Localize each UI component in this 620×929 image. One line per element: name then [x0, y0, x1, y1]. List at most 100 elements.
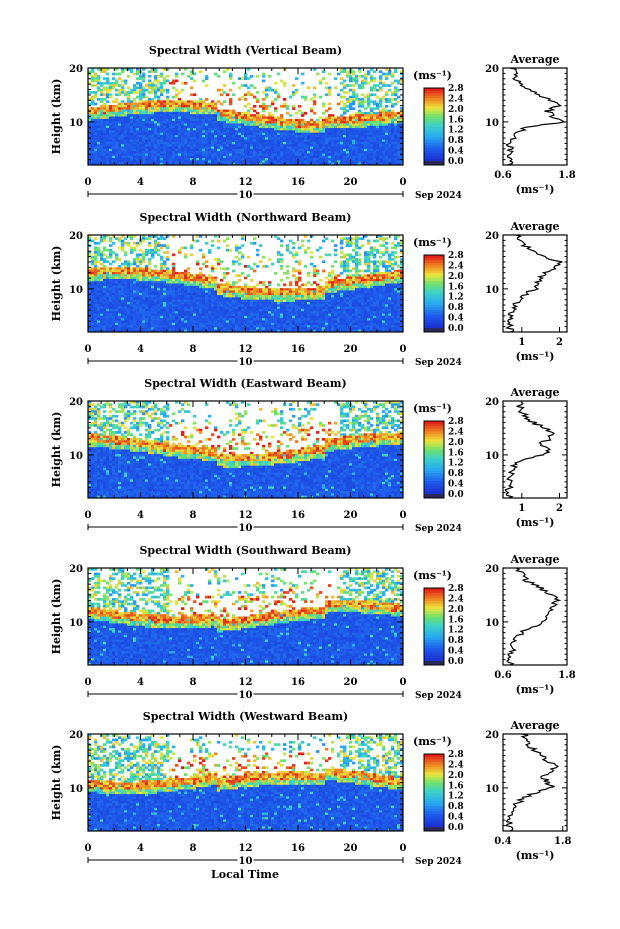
heatmap-cell — [313, 162, 317, 166]
heatmap-cell — [157, 128, 161, 131]
heatmap-cell — [274, 107, 278, 110]
heatmap-cell — [145, 308, 149, 312]
heatmap-cell — [361, 134, 365, 138]
heatmap-cell — [232, 158, 236, 161]
heatmap-cell — [241, 320, 245, 324]
heatmap-cell — [100, 160, 104, 164]
heatmap-cell — [124, 318, 128, 321]
heatmap-cell — [361, 74, 365, 78]
heatmap-cell — [187, 299, 191, 303]
heatmap-cell — [145, 109, 149, 113]
heatmap-cell — [361, 79, 365, 83]
heatmap-cell — [115, 155, 119, 159]
heatmap-cell — [301, 158, 305, 161]
heatmap-cell — [328, 107, 332, 110]
heatmap-cell — [178, 139, 182, 143]
heatmap-cell — [190, 283, 194, 287]
heatmap-cell — [163, 100, 167, 104]
heatmap-cell — [241, 308, 245, 312]
heatmap-cell — [271, 137, 275, 140]
heatmap-cell — [208, 288, 212, 291]
heatmap-cell — [109, 134, 113, 138]
heatmap-cell — [94, 153, 98, 157]
heatmap-cell — [379, 153, 383, 157]
heatmap-cell — [184, 311, 188, 314]
heatmap-cell — [232, 304, 236, 307]
heatmap-cell — [163, 320, 167, 324]
heatmap-cell — [223, 114, 227, 117]
heatmap-cell — [190, 281, 194, 284]
heatmap-cell — [121, 276, 125, 280]
heatmap-cell — [154, 68, 158, 71]
heatmap-cell — [205, 128, 209, 131]
heatmap-cell — [124, 118, 128, 122]
heatmap-cell — [124, 260, 128, 264]
heatmap-cell — [181, 146, 185, 150]
heatmap-cell — [340, 162, 344, 166]
heatmap-cell — [229, 134, 233, 138]
heatmap-cell — [229, 109, 233, 113]
heatmap-cell — [289, 130, 293, 134]
heatmap-cell — [172, 288, 176, 291]
heatmap-cell — [175, 292, 179, 296]
heatmap-cell — [235, 292, 239, 296]
heatmap-cell — [220, 158, 224, 161]
heatmap-cell — [292, 162, 296, 166]
x-tick-label: 16 — [291, 177, 305, 188]
heatmap-cell — [379, 104, 383, 108]
heatmap-cell — [274, 139, 278, 143]
heatmap-cell — [94, 297, 98, 301]
heatmap-cell — [100, 109, 104, 113]
heatmap-cell — [124, 313, 128, 317]
heatmap-cell — [379, 146, 383, 150]
heatmap-cell — [223, 308, 227, 312]
heatmap-cell — [193, 276, 197, 280]
heatmap-cell — [130, 100, 134, 104]
heatmap-cell — [361, 137, 365, 140]
heatmap-cell — [232, 116, 236, 120]
heatmap-cell — [112, 281, 116, 284]
heatmap-cell — [124, 153, 128, 157]
heatmap-cell — [241, 306, 245, 310]
heatmap-cell — [220, 320, 224, 324]
heatmap-cell — [121, 311, 125, 314]
heatmap-cell — [178, 276, 182, 280]
heatmap-cell — [97, 315, 101, 319]
heatmap-cell — [217, 322, 221, 326]
heatmap-cell — [223, 158, 227, 161]
heatmap-cell — [376, 139, 380, 143]
heatmap-cell — [106, 311, 110, 314]
heatmap-cell — [124, 162, 128, 166]
heatmap-cell — [367, 158, 371, 161]
heatmap-cell — [112, 306, 116, 310]
heatmap-cell — [268, 74, 272, 78]
heatmap-cell — [94, 141, 98, 145]
heatmap-cell — [313, 137, 317, 140]
heatmap-cell — [160, 276, 164, 280]
heatmap-cell — [121, 123, 125, 127]
heatmap-cell — [178, 322, 182, 326]
heatmap-cell — [109, 144, 113, 147]
heatmap-cell — [385, 151, 389, 154]
heatmap-cell — [241, 95, 245, 99]
heatmap-cell — [241, 125, 245, 129]
heatmap-cell — [184, 162, 188, 166]
heatmap-cell — [313, 102, 317, 106]
heatmap-cell — [382, 141, 386, 145]
heatmap-cell — [124, 111, 128, 115]
heatmap-cell — [391, 128, 395, 131]
heatmap-cell — [247, 311, 251, 314]
heatmap-cell — [193, 301, 197, 305]
heatmap-cell — [283, 118, 287, 122]
heatmap-cell — [196, 235, 200, 238]
heatmap-cell — [166, 313, 170, 317]
heatmap-cell — [142, 95, 146, 99]
heatmap-cell — [355, 111, 359, 115]
heatmap-cell — [160, 308, 164, 312]
heatmap-cell — [172, 285, 176, 289]
heatmap-cell — [88, 274, 92, 277]
heatmap-cell — [151, 297, 155, 301]
heatmap-cell — [142, 88, 146, 92]
heatmap-cell — [124, 102, 128, 106]
